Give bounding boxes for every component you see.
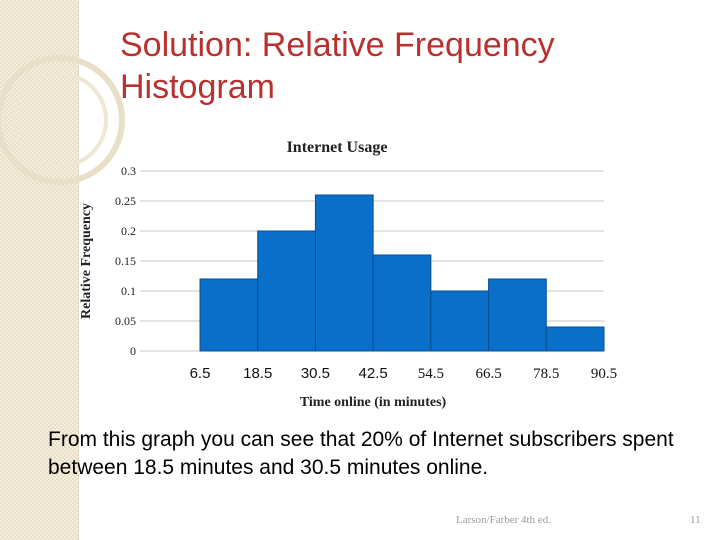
histogram-bar xyxy=(372,254,432,352)
x-tick-label: 66.5 xyxy=(475,366,501,382)
histogram-bar xyxy=(199,278,259,352)
y-tick-label: 0.1 xyxy=(121,284,136,298)
y-tick-label: 0.3 xyxy=(121,164,136,178)
x-axis-label: Time online (in minutes) xyxy=(300,395,447,410)
histogram-bar xyxy=(257,230,316,352)
decorative-side-strip xyxy=(0,0,79,540)
y-tick-label: 0.15 xyxy=(115,254,136,268)
x-tick-label: 54.5 xyxy=(418,366,444,382)
x-tick-label: 6.5 xyxy=(190,365,211,382)
slide-title: Solution: Relative Frequency Histogram xyxy=(120,24,680,108)
x-tick-label: 90.5 xyxy=(591,366,617,382)
x-tick-label: 42.5 xyxy=(359,365,388,382)
chart-title: Internet Usage xyxy=(287,139,388,156)
y-tick-label: 0 xyxy=(130,344,136,358)
y-tick-labels: 0 0.05 0.1 0.15 0.2 0.25 0.3 xyxy=(115,164,136,358)
x-tick-label: 30.5 xyxy=(301,365,330,382)
decorative-circles xyxy=(0,55,125,185)
histogram-chart: Internet Usage Relative Frequency Time o… xyxy=(79,139,618,410)
histogram-bar xyxy=(314,194,374,352)
slide-title-line-1: Solution: Relative Frequency xyxy=(120,26,555,64)
y-axis-label: Relative Frequency xyxy=(79,203,94,319)
slide-title-line-2: Histogram xyxy=(120,68,275,106)
histogram-bars xyxy=(199,194,605,352)
slide-body-text: From this graph you can see that 20% of … xyxy=(48,428,674,479)
y-tick-label: 0.25 xyxy=(115,194,136,208)
x-tick-label: 18.5 xyxy=(243,365,272,382)
page-number: 11 xyxy=(690,514,701,526)
x-tick-label: 78.5 xyxy=(533,366,559,382)
histogram-bar xyxy=(488,278,547,352)
footer-credit: Larson/Farber 4th ed. xyxy=(456,514,551,526)
x-tick-labels: 6.5 18.5 30.5 42.5 54.5 66.5 78.5 90.5 xyxy=(190,365,618,382)
y-tick-label: 0.2 xyxy=(121,224,136,238)
histogram-bar xyxy=(430,290,490,352)
y-tick-label: 0.05 xyxy=(115,314,136,328)
histogram-bar xyxy=(545,326,605,352)
